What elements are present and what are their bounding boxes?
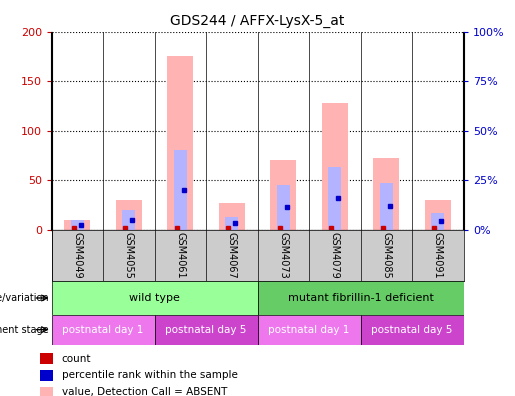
Bar xyxy=(328,167,341,230)
Bar xyxy=(154,315,258,345)
Text: mutant fibrillin-1 deficient: mutant fibrillin-1 deficient xyxy=(287,293,434,303)
Title: GDS244 / AFFX-LysX-5_at: GDS244 / AFFX-LysX-5_at xyxy=(170,14,345,28)
Bar xyxy=(219,203,245,230)
Text: count: count xyxy=(62,354,91,364)
Bar xyxy=(258,315,360,345)
Text: postnatal day 5: postnatal day 5 xyxy=(165,325,247,335)
Text: GSM4067: GSM4067 xyxy=(227,232,237,279)
Bar xyxy=(322,103,348,230)
Bar xyxy=(225,217,238,230)
Text: GSM4085: GSM4085 xyxy=(381,232,391,279)
Text: postnatal day 1: postnatal day 1 xyxy=(268,325,350,335)
Bar xyxy=(431,213,444,230)
Bar xyxy=(360,315,464,345)
Text: GSM4073: GSM4073 xyxy=(278,232,288,279)
Bar xyxy=(270,160,296,230)
Text: wild type: wild type xyxy=(129,293,180,303)
Bar xyxy=(258,281,464,315)
Bar xyxy=(71,220,83,230)
Bar xyxy=(40,387,53,396)
Bar xyxy=(122,210,135,230)
Text: development stage: development stage xyxy=(0,325,49,335)
Text: GSM4049: GSM4049 xyxy=(72,232,82,279)
Bar xyxy=(373,158,399,230)
Text: postnatal day 1: postnatal day 1 xyxy=(62,325,144,335)
Text: value, Detection Call = ABSENT: value, Detection Call = ABSENT xyxy=(62,387,227,396)
Text: GSM4091: GSM4091 xyxy=(433,232,443,279)
Bar xyxy=(380,183,392,230)
Bar xyxy=(167,56,193,230)
Text: percentile rank within the sample: percentile rank within the sample xyxy=(62,370,237,381)
Bar xyxy=(64,220,90,230)
Bar xyxy=(52,315,154,345)
Text: GSM4061: GSM4061 xyxy=(175,232,185,279)
Bar xyxy=(174,150,186,230)
Bar xyxy=(40,353,53,364)
Bar xyxy=(277,185,289,230)
Text: postnatal day 5: postnatal day 5 xyxy=(371,325,453,335)
Text: genotype/variation: genotype/variation xyxy=(0,293,49,303)
Bar xyxy=(425,200,451,230)
Bar xyxy=(52,281,258,315)
Text: GSM4055: GSM4055 xyxy=(124,232,134,279)
Text: GSM4079: GSM4079 xyxy=(330,232,340,279)
Bar xyxy=(116,200,142,230)
Bar xyxy=(40,370,53,381)
